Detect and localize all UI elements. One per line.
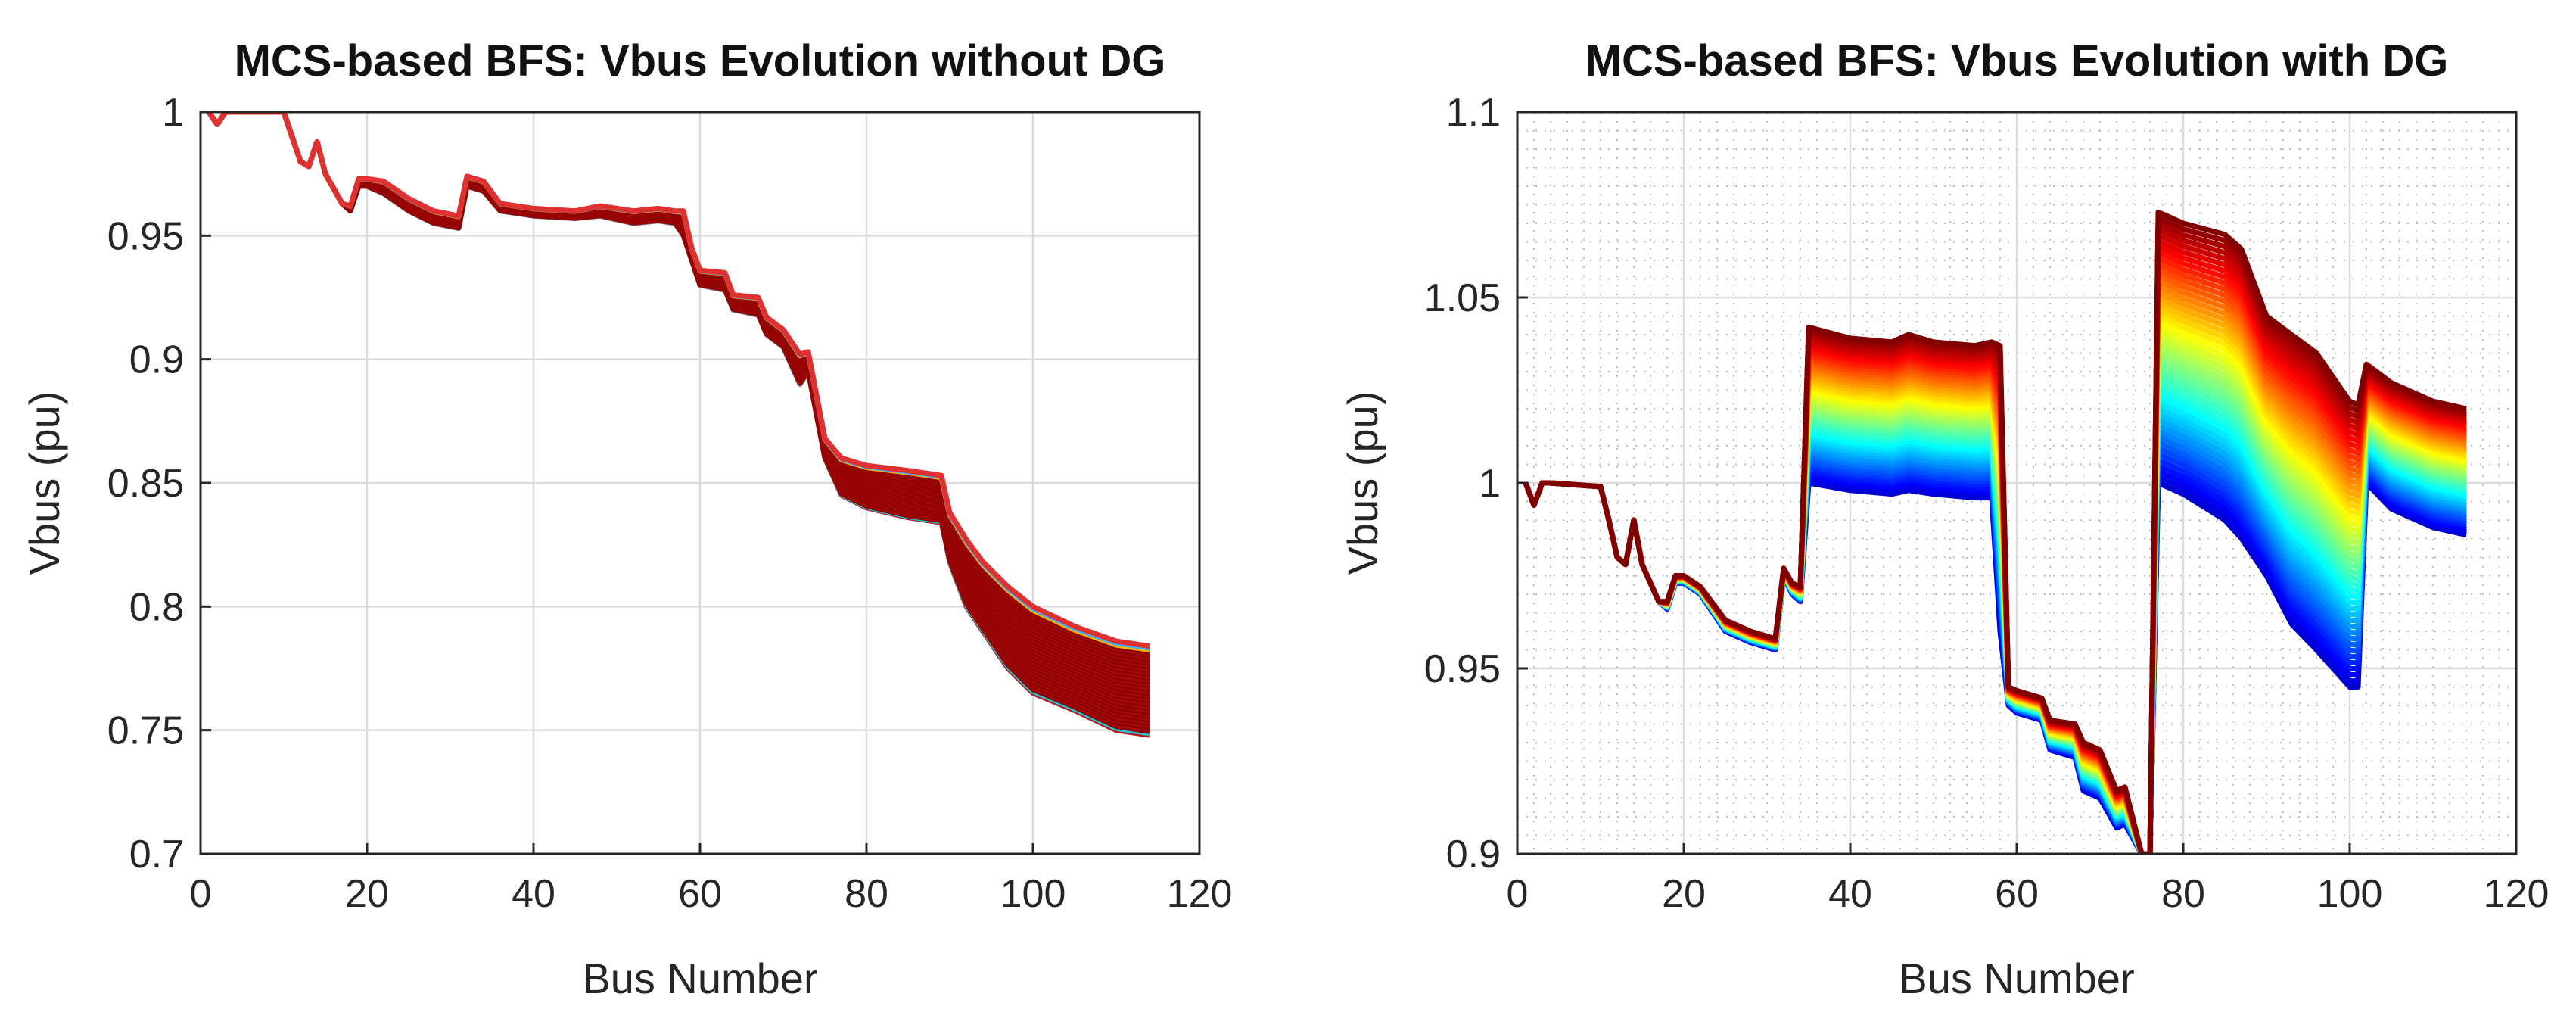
y-axis-label: Vbus (pu): [1339, 391, 1386, 575]
y-tick-label: 0.7: [129, 833, 184, 877]
x-tick-label: 60: [1995, 872, 2039, 916]
y-tick-label: 0.75: [107, 709, 184, 753]
grid: [1517, 112, 2516, 854]
x-tick-label: 100: [1000, 872, 1066, 916]
x-axis-ticks: 0 20 40 60 80 100 120: [190, 843, 1233, 916]
y-tick-label: 0.95: [107, 214, 184, 258]
voltage-band: [207, 112, 1150, 738]
y-tick-label: 0.8: [129, 585, 184, 629]
y-axis-label: Vbus (pu): [20, 391, 68, 575]
chart-without-dg: MCS-based BFS: Vbus Evolution without DG…: [20, 36, 1232, 1002]
x-axis-ticks: 0 20 40 60 80 100 120: [1507, 843, 2550, 916]
x-tick-label: 100: [2317, 872, 2383, 916]
y-axis-ticks: 0.7 0.75 0.8 0.85 0.9 0.95 1: [107, 91, 211, 877]
x-tick-label: 20: [1662, 872, 1706, 916]
chart-title: MCS-based BFS: Vbus Evolution without DG: [235, 36, 1166, 86]
x-tick-label: 120: [2484, 872, 2550, 916]
x-tick-label: 20: [345, 872, 389, 916]
y-tick-label: 1: [162, 91, 184, 135]
x-tick-label: 60: [678, 872, 722, 916]
y-tick-label: 0.95: [1424, 647, 1501, 691]
x-tick-label: 120: [1167, 872, 1233, 916]
voltage-band: [1523, 209, 2467, 854]
y-tick-label: 1.1: [1446, 91, 1501, 135]
x-tick-label: 0: [190, 872, 212, 916]
x-tick-label: 80: [2161, 872, 2205, 916]
x-axis-label: Bus Number: [1899, 955, 2134, 1002]
x-axis-label: Bus Number: [582, 955, 817, 1002]
x-tick-label: 40: [512, 872, 555, 916]
voltage-trajectory: [1523, 209, 2467, 854]
x-tick-label: 40: [1828, 872, 1872, 916]
y-tick-label: 0.9: [129, 338, 184, 382]
y-tick-label: 0.9: [1446, 833, 1501, 877]
y-tick-label: 0.85: [107, 462, 184, 506]
x-tick-label: 80: [845, 872, 888, 916]
y-tick-label: 1.05: [1424, 276, 1501, 320]
chart-with-dg: MCS-based BFS: Vbus Evolution with DG 0 2…: [1339, 36, 2549, 1002]
x-tick-label: 0: [1507, 872, 1529, 916]
voltage-trajectory: [207, 112, 1150, 649]
y-axis-ticks: 0.9 0.95 1 1.05 1.1: [1424, 91, 1528, 877]
y-tick-label: 1: [1479, 462, 1501, 506]
chart-title: MCS-based BFS: Vbus Evolution with DG: [1585, 36, 2449, 86]
